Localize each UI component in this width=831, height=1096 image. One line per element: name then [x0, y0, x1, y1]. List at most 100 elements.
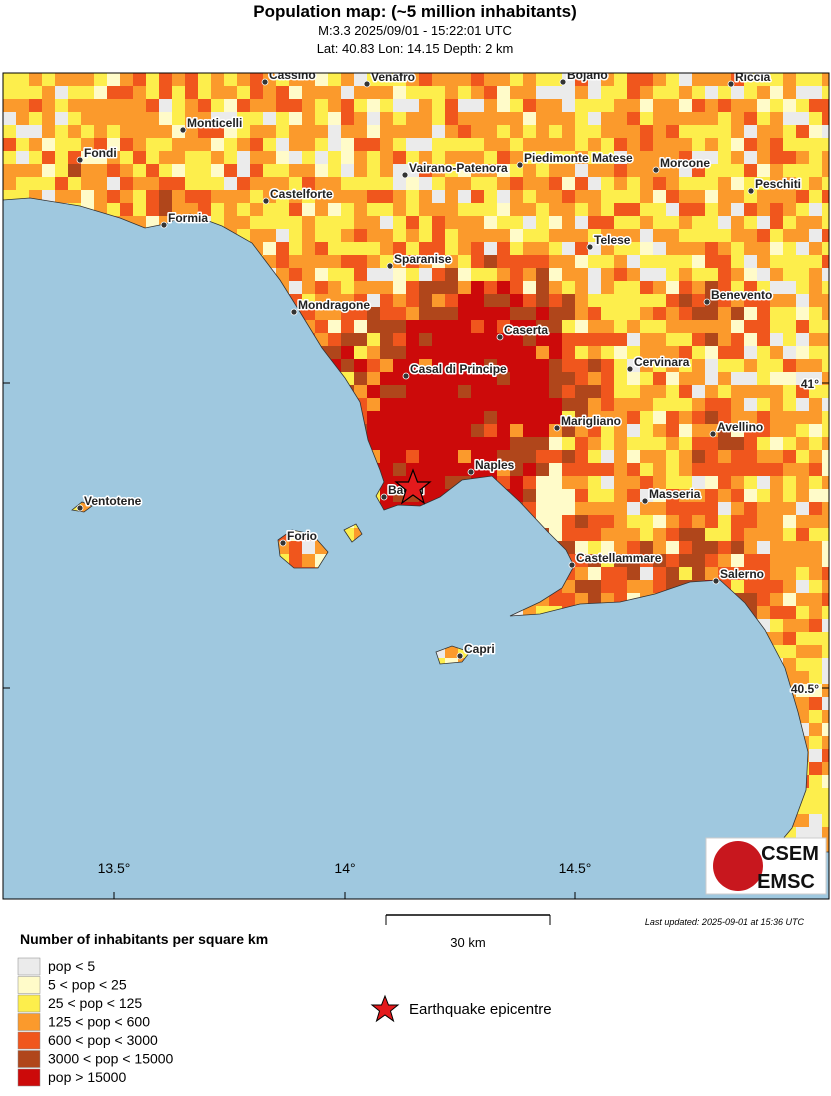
pop-cell — [588, 268, 601, 281]
pop-cell — [575, 151, 588, 164]
pop-cell — [666, 164, 679, 177]
pop-cell — [224, 73, 237, 86]
pop-cell — [822, 567, 829, 580]
pop-cell — [627, 281, 640, 294]
pop-cell — [796, 606, 809, 619]
pop-cell — [445, 463, 458, 476]
pop-cell — [198, 177, 211, 190]
pop-cell — [185, 125, 198, 138]
city-label: Avellino — [717, 420, 763, 434]
pop-cell — [3, 151, 16, 164]
pop-cell — [562, 463, 575, 476]
pop-cell — [614, 541, 627, 554]
pop-cell — [653, 411, 666, 424]
pop-cell — [536, 190, 549, 203]
pop-cell — [601, 580, 614, 593]
pop-cell — [796, 632, 809, 645]
logo: CSEM EMSC — [705, 837, 827, 895]
pop-cell — [198, 73, 211, 86]
pop-cell — [796, 541, 809, 554]
pop-cell — [302, 112, 315, 125]
pop-cell — [575, 112, 588, 125]
pop-cell — [757, 346, 770, 359]
pop-cell — [380, 229, 393, 242]
pop-cell — [692, 112, 705, 125]
pop-cell — [822, 151, 829, 164]
legend-swatch — [17, 1068, 41, 1087]
pop-cell — [393, 138, 406, 151]
pop-cell — [679, 164, 692, 177]
pop-cell — [289, 268, 302, 281]
pop-cell — [575, 346, 588, 359]
pop-cell — [406, 450, 419, 463]
pop-cell — [653, 554, 666, 567]
pop-cell — [471, 203, 484, 216]
pop-cell — [549, 372, 562, 385]
pop-cell — [393, 320, 406, 333]
pop-cell — [614, 320, 627, 333]
pop-cell — [601, 385, 614, 398]
city-dot — [380, 493, 388, 501]
pop-cell — [289, 86, 302, 99]
pop-cell — [510, 73, 523, 86]
pop-cell — [783, 372, 796, 385]
pop-cell — [653, 476, 666, 489]
pop-cell — [575, 294, 588, 307]
city-dot — [516, 161, 524, 169]
pop-cell — [367, 125, 380, 138]
pop-cell — [289, 554, 302, 567]
pop-cell — [731, 112, 744, 125]
pop-cell — [224, 125, 237, 138]
pop-cell — [653, 255, 666, 268]
pop-cell — [809, 255, 822, 268]
pop-cell — [705, 450, 718, 463]
pop-cell — [562, 385, 575, 398]
pop-cell — [302, 138, 315, 151]
pop-cell — [744, 515, 757, 528]
pop-cell — [523, 463, 536, 476]
pop-cell — [640, 320, 653, 333]
pop-cell — [549, 112, 562, 125]
pop-cell — [601, 307, 614, 320]
pop-cell — [640, 567, 653, 580]
pop-cell — [536, 216, 549, 229]
pop-cell — [497, 255, 510, 268]
pop-cell — [718, 333, 731, 346]
pop-cell — [679, 177, 692, 190]
pop-cell — [653, 125, 666, 138]
pop-cell — [575, 268, 588, 281]
pop-cell — [575, 528, 588, 541]
pop-cell — [328, 99, 341, 112]
pop-cell — [744, 580, 757, 593]
pop-cell — [458, 242, 471, 255]
pop-cell — [783, 398, 796, 411]
pop-cell — [471, 372, 484, 385]
pop-cell — [744, 73, 757, 86]
pop-cell — [458, 229, 471, 242]
pop-cell — [510, 320, 523, 333]
pop-cell — [263, 203, 276, 216]
pop-cell — [783, 203, 796, 216]
city-dot — [747, 187, 755, 195]
city-dot — [703, 298, 711, 306]
pop-cell — [16, 125, 29, 138]
pop-cell — [159, 177, 172, 190]
pop-cell — [614, 242, 627, 255]
pop-cell — [770, 476, 783, 489]
pop-cell — [354, 73, 367, 86]
pop-cell — [471, 307, 484, 320]
pop-cell — [627, 86, 640, 99]
pop-cell — [536, 138, 549, 151]
pop-cell — [289, 229, 302, 242]
pop-cell — [497, 359, 510, 372]
pop-cell — [822, 788, 829, 801]
pop-cell — [705, 502, 718, 515]
pop-cell — [783, 411, 796, 424]
pop-cell — [458, 164, 471, 177]
pop-cell — [601, 138, 614, 151]
pop-cell — [796, 320, 809, 333]
pop-cell — [549, 359, 562, 372]
pop-cell — [822, 489, 829, 502]
pop-cell — [562, 268, 575, 281]
